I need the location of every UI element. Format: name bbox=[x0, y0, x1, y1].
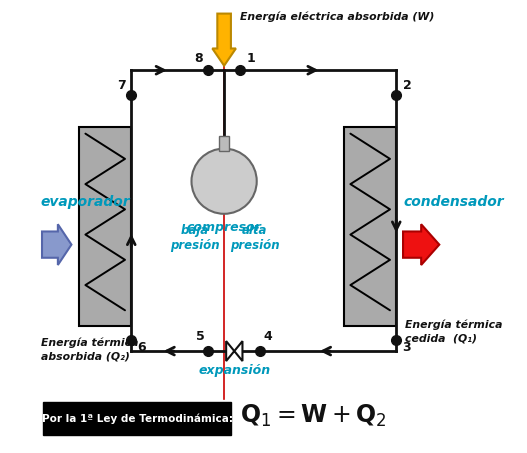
Text: 3: 3 bbox=[403, 341, 411, 354]
Bar bbox=[79, 127, 131, 326]
Text: $\mathbf{Q}_1 = \mathbf{W} + \mathbf{Q}_2$: $\mathbf{Q}_1 = \mathbf{W} + \mathbf{Q}_… bbox=[240, 403, 387, 429]
Text: condensador: condensador bbox=[403, 195, 504, 208]
Text: 7: 7 bbox=[117, 78, 125, 92]
Text: evaporador: evaporador bbox=[41, 195, 130, 208]
Text: 8: 8 bbox=[194, 52, 202, 65]
Polygon shape bbox=[226, 341, 235, 361]
Text: expansión: expansión bbox=[198, 364, 270, 377]
Text: 2: 2 bbox=[403, 78, 412, 92]
FancyArrow shape bbox=[42, 224, 72, 265]
Text: baja
presión: baja presión bbox=[170, 224, 219, 252]
Text: Energía eléctrica absorbida (W): Energía eléctrica absorbida (W) bbox=[240, 11, 434, 22]
Polygon shape bbox=[235, 341, 242, 361]
Text: alta
presión: alta presión bbox=[230, 224, 280, 252]
Bar bbox=[43, 402, 231, 435]
Bar bbox=[219, 136, 229, 151]
Text: 5: 5 bbox=[196, 330, 204, 343]
Text: 4: 4 bbox=[263, 330, 272, 343]
Text: Energía térmica
absorbida (Q₂): Energía térmica absorbida (Q₂) bbox=[41, 337, 138, 361]
Text: Energía térmica
cedida  (Q₁): Energía térmica cedida (Q₁) bbox=[405, 319, 503, 343]
Text: Por la 1ª Ley de Termodinámica:: Por la 1ª Ley de Termodinámica: bbox=[42, 413, 232, 424]
FancyArrow shape bbox=[212, 14, 236, 66]
Circle shape bbox=[191, 149, 257, 214]
Text: 1: 1 bbox=[247, 52, 256, 65]
Text: 6: 6 bbox=[138, 341, 146, 354]
Bar bbox=[344, 127, 396, 326]
Text: compresor: compresor bbox=[187, 221, 261, 234]
FancyArrow shape bbox=[403, 224, 440, 265]
